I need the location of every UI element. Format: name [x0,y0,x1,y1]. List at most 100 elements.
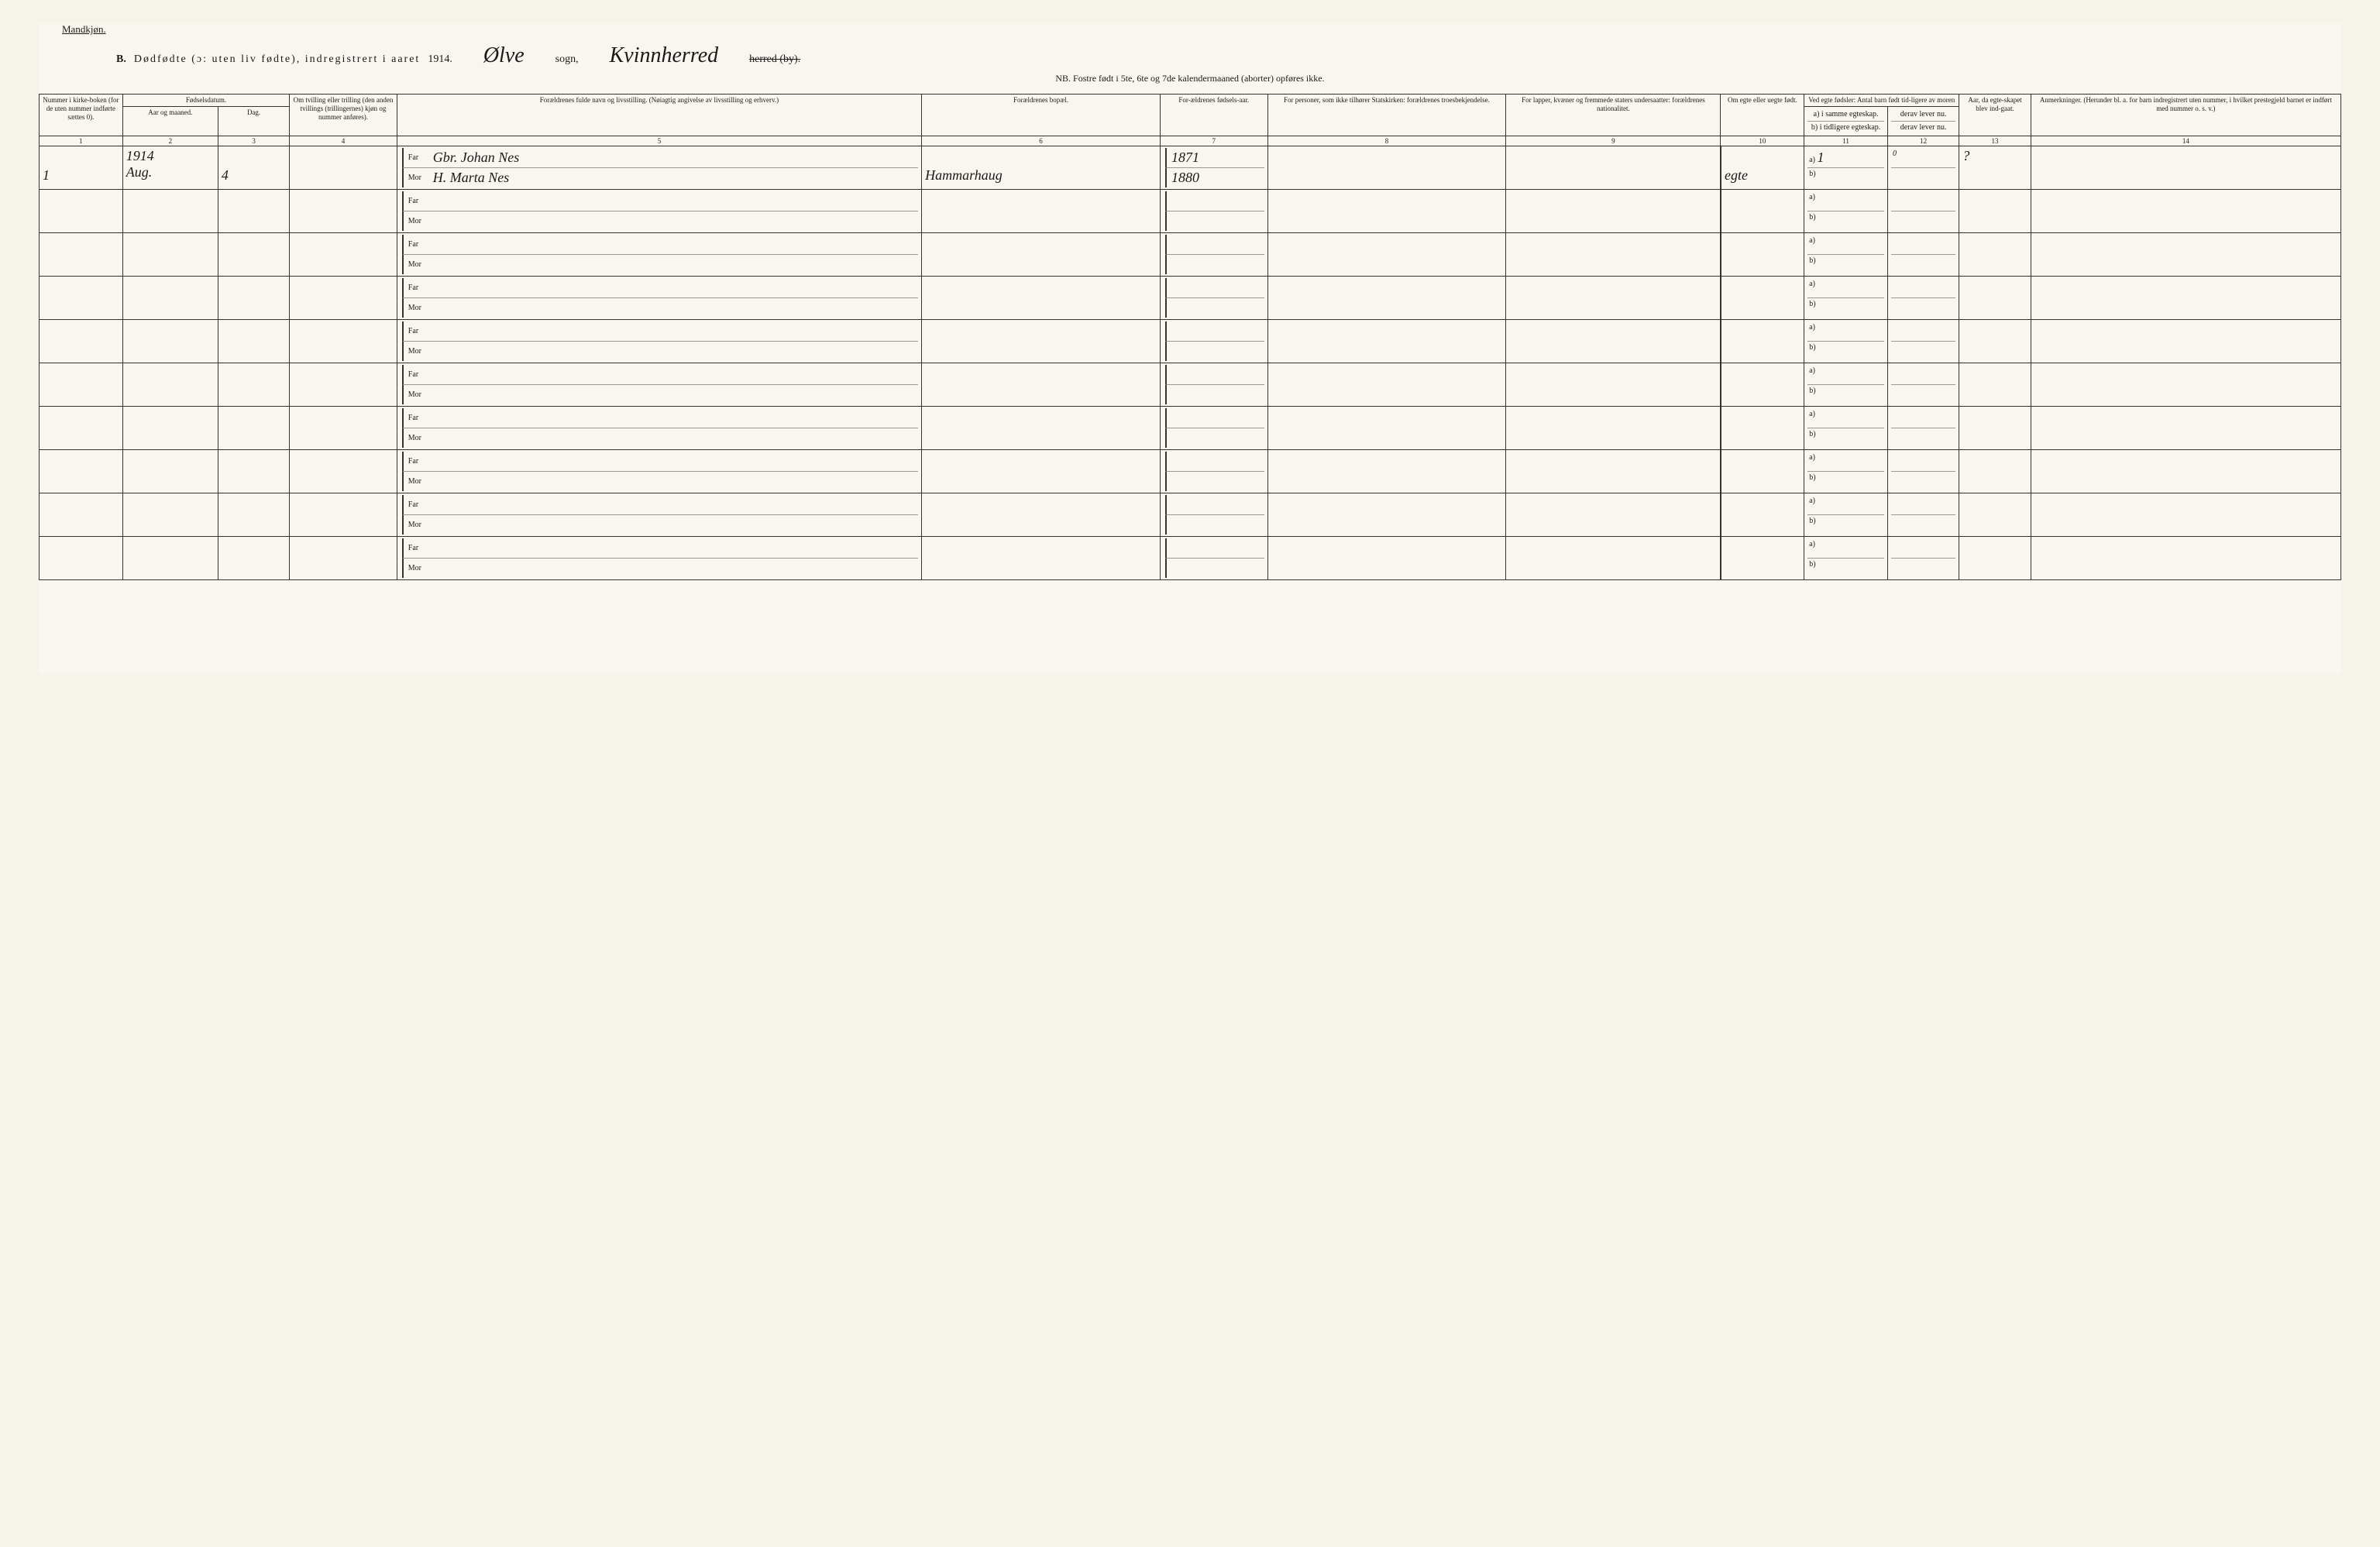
cell-day [218,276,289,319]
cell-faith [1267,189,1506,232]
cell-num [40,276,123,319]
cell-bopael [922,232,1161,276]
col-header-2b: Dag. [218,106,289,136]
cell-year-month [122,232,218,276]
cell-day [218,406,289,449]
col-header-13: Aar, da egte-skapet blev ind-gaat. [1959,95,2031,136]
table-header: Nummer i kirke-boken (for de uten nummer… [40,95,2341,146]
cell-13 [1959,363,2031,406]
cell-remarks [2031,406,2340,449]
cell-twin [290,146,397,189]
cell-egte: egte [1721,146,1804,189]
cell-11: a)b) [1804,232,1888,276]
cell-num: 1 [40,146,123,189]
cell-13 [1959,406,2031,449]
cell-bopael [922,319,1161,363]
table-row: 1 1914 Aug. 4 FarGbr. Johan Nes MorH. Ma… [40,146,2341,189]
cell-12 [1887,493,1959,536]
cell-nationality [1506,146,1721,189]
cell-day: 4 [218,146,289,189]
cell-parents: FarMor [397,406,921,449]
cell-birthyear [1160,536,1267,579]
table-body: 1 1914 Aug. 4 FarGbr. Johan Nes MorH. Ma… [40,146,2341,579]
herred-name: Kvinnherred [586,43,742,68]
cell-faith [1267,363,1506,406]
col-header-1: Nummer i kirke-boken (for de uten nummer… [40,95,123,136]
cell-remarks [2031,319,2340,363]
col-header-14: Anmerkninger. (Herunder bl. a. for barn … [2031,95,2340,136]
cell-parents: FarMor [397,493,921,536]
cell-twin [290,493,397,536]
cell-remarks [2031,276,2340,319]
col-header-2-top: Fødselsdatum. [122,95,290,107]
cell-birthyear [1160,319,1267,363]
col-header-6: Forældrenes bopæl. [922,95,1161,136]
cell-num [40,363,123,406]
title-text: Dødfødte (ɔ: uten liv fødte), indregistr… [134,53,420,66]
cell-remarks [2031,536,2340,579]
herred-label: herred (by). [749,53,800,66]
cell-12 [1887,363,1959,406]
cell-day [218,493,289,536]
col-header-12: derav lever nu. derav lever nu. [1887,106,1959,136]
col-header-11a: a) i samme egteskap. b) i tidligere egte… [1804,106,1888,136]
cell-twin [290,449,397,493]
col-header-4: Om tvilling eller trilling (den anden tv… [290,95,397,136]
cell-bopael [922,536,1161,579]
cell-num [40,449,123,493]
cell-parents: FarMor [397,363,921,406]
cell-11: a)b) [1804,319,1888,363]
cell-11: a)b) [1804,363,1888,406]
cell-faith [1267,319,1506,363]
cell-faith [1267,493,1506,536]
cell-11: a)b) [1804,449,1888,493]
cell-remarks [2031,449,2340,493]
cell-13 [1959,449,2031,493]
sogn-label: sogn, [555,53,579,66]
col-header-11-top: Ved egte fødsler: Antal barn født tid-li… [1804,95,1959,107]
cell-birthyear [1160,493,1267,536]
col-header-2a: Aar og maaned. [122,106,218,136]
cell-twin [290,363,397,406]
cell-remarks [2031,493,2340,536]
cell-bopael: Hammarhaug [922,146,1161,189]
cell-faith [1267,146,1506,189]
cell-egte [1721,536,1804,579]
cell-num [40,536,123,579]
cell-year-month [122,363,218,406]
cell-faith [1267,536,1506,579]
cell-year-month: 1914 Aug. [122,146,218,189]
cell-bopael [922,363,1161,406]
cell-nationality [1506,363,1721,406]
cell-13 [1959,319,2031,363]
col-header-10: Om egte eller uegte født. [1721,95,1804,136]
cell-faith [1267,232,1506,276]
cell-13 [1959,189,2031,232]
cell-faith [1267,276,1506,319]
cell-11: a)b) [1804,406,1888,449]
cell-birthyear [1160,449,1267,493]
cell-11: a)b) [1804,276,1888,319]
cell-parents: FarMor [397,189,921,232]
cell-remarks [2031,146,2340,189]
cell-nationality [1506,449,1721,493]
cell-12 [1887,232,1959,276]
table-row: FarMora)b) [40,536,2341,579]
cell-year-month [122,406,218,449]
section-letter: B. [116,53,126,66]
column-number-row: 1 2 3 4 5 6 7 8 9 10 11 12 13 14 [40,136,2341,146]
cell-year-month [122,493,218,536]
table-row: FarMor a)b) [40,363,2341,406]
cell-day [218,232,289,276]
cell-egte [1721,363,1804,406]
cell-12 [1887,449,1959,493]
cell-birthyear [1160,189,1267,232]
cell-13 [1959,276,2031,319]
cell-parents: FarGbr. Johan Nes MorH. Marta Nes [397,146,921,189]
cell-bopael [922,406,1161,449]
cell-remarks [2031,232,2340,276]
cell-twin [290,189,397,232]
cell-13 [1959,536,2031,579]
cell-egte [1721,449,1804,493]
cell-day [218,363,289,406]
